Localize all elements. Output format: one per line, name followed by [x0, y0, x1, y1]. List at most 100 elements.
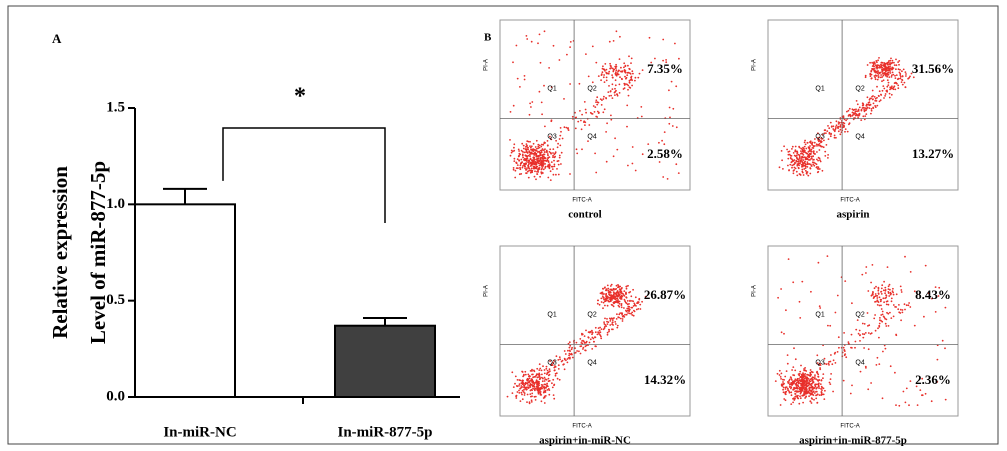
event-dot: [872, 68, 874, 70]
event-dot: [558, 160, 560, 162]
event-dot: [610, 285, 612, 287]
event-dot: [877, 59, 879, 61]
event-dot: [621, 306, 623, 308]
event-dot: [605, 299, 607, 301]
event-dot: [848, 115, 850, 117]
event-dot: [599, 334, 601, 336]
event-dot: [545, 391, 547, 393]
event-dot: [529, 103, 531, 105]
event-dot: [818, 382, 820, 384]
event-dot: [800, 153, 802, 155]
event-dot: [603, 302, 605, 304]
event-dot: [819, 305, 821, 307]
event-dot: [881, 308, 883, 310]
event-dot: [831, 126, 833, 128]
event-dot: [518, 385, 520, 387]
event-dot: [779, 166, 781, 168]
event-dot: [783, 383, 785, 385]
event-dot: [873, 103, 875, 105]
event-dot: [818, 386, 820, 388]
event-dot: [534, 167, 536, 169]
event-dot: [825, 132, 827, 134]
event-dot: [875, 72, 877, 74]
event-dot: [662, 176, 664, 178]
event-dot: [538, 384, 540, 386]
event-dot: [518, 390, 520, 392]
event-dot: [883, 316, 885, 318]
quadrant-label: Q2: [587, 311, 596, 318]
event-dot: [812, 145, 814, 147]
event-dot: [812, 380, 814, 382]
event-dot: [793, 160, 795, 162]
event-dot: [562, 364, 564, 366]
event-dot: [511, 152, 513, 154]
event-dot: [790, 157, 792, 159]
event-dot: [541, 168, 543, 170]
event-dot: [626, 126, 628, 128]
event-dot: [555, 174, 557, 176]
event-dot: [595, 172, 597, 174]
event-dot: [602, 297, 604, 299]
event-dot: [838, 347, 840, 349]
event-dot: [886, 304, 888, 306]
event-dot: [842, 122, 844, 124]
event-dot: [830, 354, 832, 356]
event-dot: [528, 177, 530, 179]
event-dot: [855, 341, 857, 343]
event-dot: [603, 321, 605, 323]
event-dot: [594, 153, 596, 155]
event-dot: [619, 84, 621, 86]
event-dot: [604, 81, 606, 83]
event-dot: [880, 72, 882, 74]
event-dot: [889, 86, 891, 88]
event-dot: [548, 67, 550, 69]
event-dot: [528, 387, 530, 389]
event-dot: [817, 380, 819, 382]
event-dot: [608, 71, 610, 73]
event-dot: [840, 124, 842, 126]
event-dot: [883, 281, 885, 283]
quadrant-label: Q3: [547, 133, 556, 140]
event-dot: [531, 393, 533, 395]
event-dot: [799, 157, 801, 159]
event-dot: [811, 397, 813, 399]
event-dot: [526, 387, 528, 389]
event-dot: [829, 382, 831, 384]
event-dot: [837, 351, 839, 353]
event-dot: [542, 384, 544, 386]
event-dot: [871, 110, 873, 112]
event-dot: [626, 297, 628, 299]
event-dot: [547, 370, 549, 372]
event-dot: [535, 150, 537, 152]
event-dot: [558, 164, 560, 166]
event-dot: [524, 165, 526, 167]
event-dot: [795, 146, 797, 148]
event-dot: [884, 69, 886, 71]
event-dot: [898, 60, 900, 62]
event-dot: [894, 64, 896, 66]
event-dot: [880, 74, 882, 76]
event-dot: [617, 287, 619, 289]
event-dot: [659, 161, 661, 163]
event-dot: [572, 357, 574, 359]
event-dot: [619, 301, 621, 303]
x-tick-label: In-miR-877-5p: [337, 424, 432, 440]
event-dot: [892, 72, 894, 74]
event-dot: [625, 65, 627, 67]
event-dot: [614, 137, 616, 139]
event-dot: [537, 160, 539, 162]
event-dot: [551, 161, 553, 163]
event-dot: [627, 285, 629, 287]
event-dot: [857, 103, 859, 105]
event-dot: [553, 398, 555, 400]
event-dot: [905, 73, 907, 75]
event-dot: [546, 151, 548, 153]
event-dot: [623, 294, 625, 296]
event-dot: [780, 376, 782, 378]
event-dot: [626, 105, 628, 107]
event-dot: [794, 150, 796, 152]
event-dot: [594, 336, 596, 338]
event-dot: [865, 113, 867, 115]
event-dot: [790, 382, 792, 384]
event-dot: [617, 302, 619, 304]
